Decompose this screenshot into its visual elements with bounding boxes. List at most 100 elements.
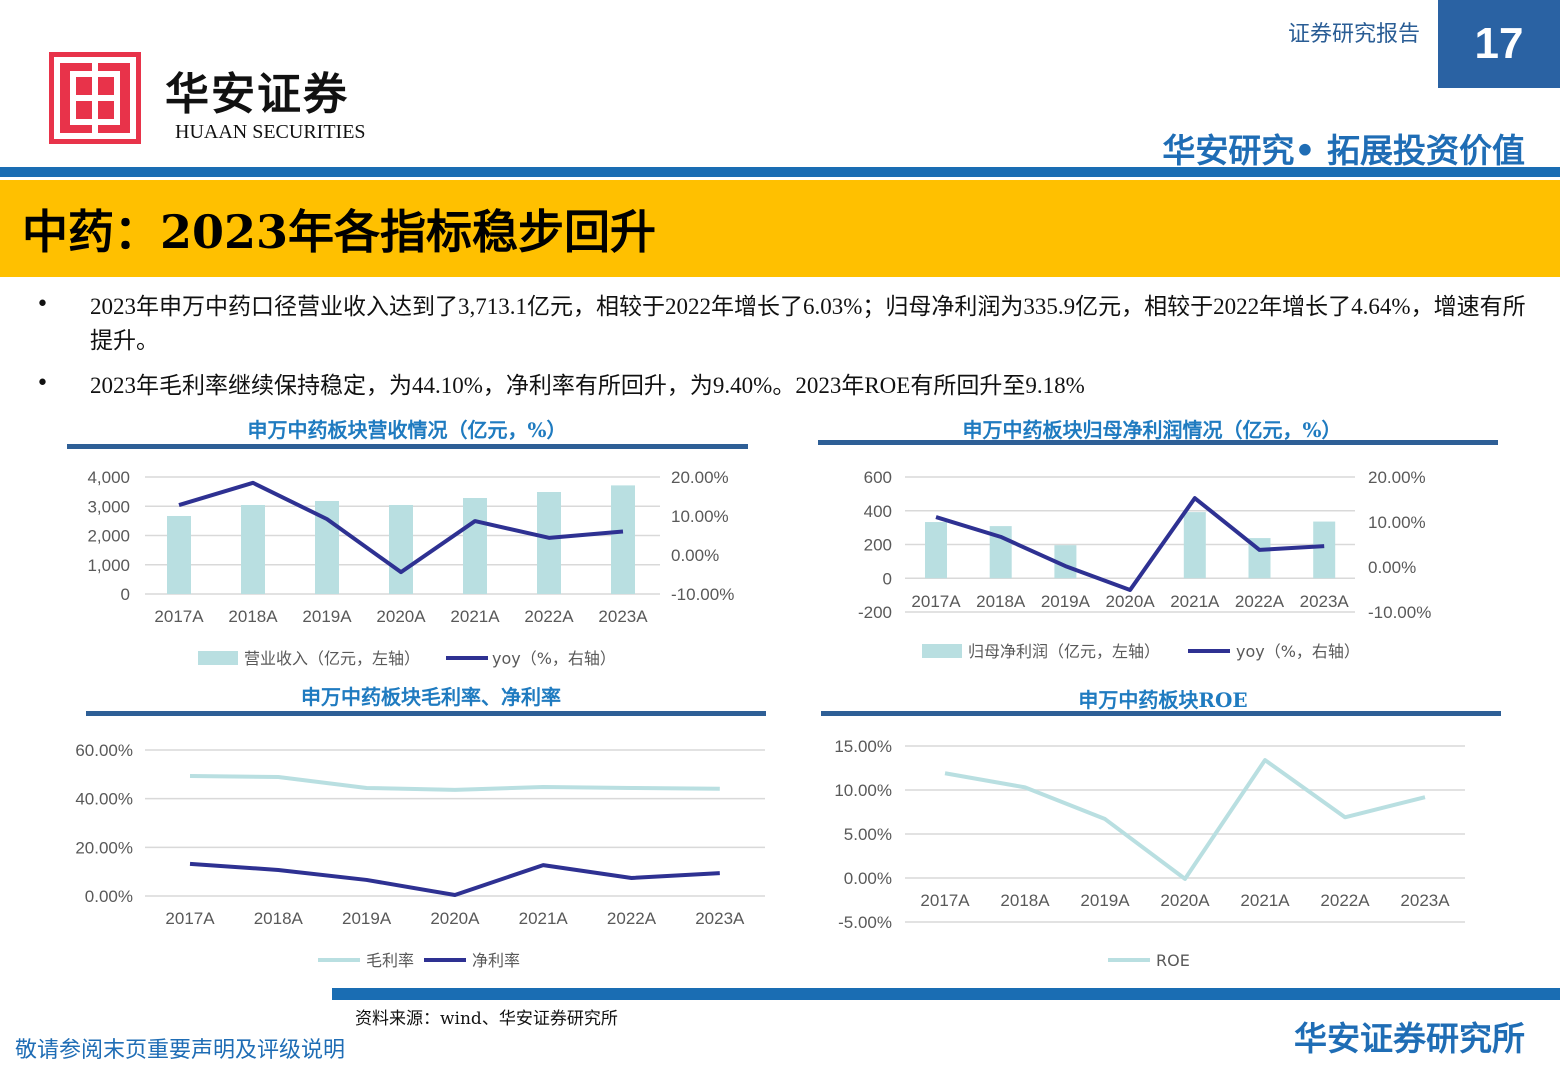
category-label: 2017A (911, 592, 961, 611)
left-axis-tick-label: 15.00% (834, 737, 892, 756)
legend-label: yoy（%，右轴） (492, 649, 616, 668)
left-axis-tick-label: -200 (858, 603, 892, 622)
left-axis-tick-label: 0 (121, 585, 130, 604)
category-label: 2019A (1080, 891, 1130, 910)
source-note: 资料来源：wind、华安证券研究所 (355, 1009, 618, 1029)
chart-title-revenue: 申万中药板块营收情况（亿元，%） (247, 418, 567, 442)
chart-title-underline (818, 440, 1498, 445)
chart-title-roe: 申万中药板块ROE (1078, 688, 1248, 712)
left-axis-tick-label: 10.00% (834, 781, 892, 800)
legend-swatch (198, 651, 238, 665)
left-axis-tick-label: 0 (883, 569, 892, 588)
logo-chinese-text: 华安证券 (165, 69, 349, 120)
category-label: 2022A (1320, 891, 1370, 910)
left-axis-tick-label: -5.00% (838, 913, 892, 932)
title-banner (0, 180, 1560, 277)
left-axis-tick-label: 40.00% (75, 790, 133, 809)
disclaimer-link[interactable]: 敬请参阅末页重要声明及评级说明 (15, 1038, 346, 1063)
category-label: 2017A (154, 607, 204, 626)
category-label: 2017A (165, 909, 215, 928)
legend-swatch (922, 644, 962, 658)
series-line-2 (935, 496, 1325, 592)
bar-2017A (167, 515, 191, 594)
left-axis-tick-label: 0.00% (85, 887, 133, 906)
footer-org: 华安证券研究所 (1294, 1019, 1525, 1058)
legend-label: 毛利率 (366, 951, 414, 970)
bullet-text-2: 2023年毛利率继续保持稳定，为44.10%，净利率有所回升，为9.40%。20… (90, 373, 1085, 398)
chart-title-underline (86, 711, 766, 716)
series-line-1 (944, 758, 1426, 881)
chart-title-net-profit: 申万中药板块归母净利润情况（亿元，%） (962, 418, 1342, 442)
left-axis-tick-label: 20.00% (75, 838, 133, 857)
left-axis-tick-label: 600 (864, 468, 892, 487)
left-axis-tick-label: 5.00% (844, 825, 892, 844)
series-line-2 (189, 861, 720, 898)
category-label: 2018A (254, 909, 304, 928)
right-axis-tick-label: 0.00% (1368, 558, 1416, 577)
chart-title-underline (67, 444, 748, 449)
category-label: 2020A (430, 909, 480, 928)
bar-2018A (241, 504, 265, 594)
category-label: 2018A (228, 607, 278, 626)
category-label: 2023A (1300, 592, 1350, 611)
category-label: 2018A (976, 592, 1026, 611)
category-label: 2019A (342, 909, 392, 928)
slogan: 华安研究• 拓展投资价值 (1162, 131, 1525, 170)
series-line-2 (178, 480, 624, 575)
header-divider (0, 167, 1560, 177)
category-label: 2020A (376, 607, 426, 626)
logo-english-text: HUAAN SECURITIES (175, 121, 366, 143)
category-label: 2018A (1000, 891, 1050, 910)
left-axis-tick-label: 200 (864, 536, 892, 555)
right-axis-tick-label: 10.00% (671, 507, 729, 526)
category-label: 2023A (598, 607, 648, 626)
category-label: 2021A (519, 909, 569, 928)
left-axis-tick-label: 400 (864, 502, 892, 521)
bar-2023A (1313, 521, 1336, 579)
category-label: 2020A (1106, 592, 1156, 611)
left-axis-tick-label: 60.00% (75, 741, 133, 760)
category-label: 2023A (695, 909, 745, 928)
category-label: 2019A (1041, 592, 1091, 611)
left-axis-tick-label: 4,000 (87, 468, 130, 487)
right-axis-tick-label: -10.00% (1368, 603, 1431, 622)
left-axis-tick-label: 3,000 (87, 497, 130, 516)
right-axis-tick-label: -10.00% (671, 585, 734, 604)
legend-label: ROE (1156, 951, 1190, 970)
category-label: 2022A (1235, 592, 1285, 611)
report-type: 证券研究报告 (1288, 22, 1421, 47)
bar-2021A (463, 498, 487, 594)
category-label: 2017A (920, 891, 970, 910)
page-title: 中药：2023年各指标稳步回升 (22, 205, 657, 259)
category-label: 2019A (302, 607, 352, 626)
right-axis-tick-label: 0.00% (671, 546, 719, 565)
chart-title-margins: 申万中药板块毛利率、净利率 (301, 685, 561, 709)
category-label: 2021A (1240, 891, 1290, 910)
legend-label: 归母净利润（亿元，左轴） (968, 642, 1160, 661)
bullet-icon: • (36, 371, 49, 396)
left-axis-tick-label: 0.00% (844, 869, 892, 888)
legend-label: yoy（%，右轴） (1236, 642, 1360, 661)
right-axis-tick-label: 10.00% (1368, 513, 1426, 532)
legend-label: 净利率 (472, 951, 520, 970)
footer-divider (332, 988, 1560, 1000)
category-label: 2021A (1170, 592, 1220, 611)
series-line-1 (189, 774, 720, 792)
logo-icon (49, 52, 141, 144)
bar-2020A (389, 504, 413, 594)
bar-2021A (1183, 512, 1206, 579)
left-axis-tick-label: 1,000 (87, 556, 130, 575)
bullet-text-1: 2023年申万中药口径营业收入达到了3,713.1亿元，相较于2022年增长了6… (90, 294, 1526, 353)
bullet-icon: • (36, 292, 49, 317)
category-label: 2022A (524, 607, 574, 626)
chart-title-underline (821, 711, 1501, 716)
left-axis-tick-label: 2,000 (87, 527, 130, 546)
category-label: 2022A (607, 909, 657, 928)
legend-label: 营业收入（亿元，左轴） (244, 649, 420, 668)
bar-2022A (537, 492, 561, 594)
right-axis-tick-label: 20.00% (671, 468, 729, 487)
category-label: 2021A (450, 607, 500, 626)
page-number: 17 (1438, 0, 1560, 88)
category-label: 2020A (1160, 891, 1210, 910)
